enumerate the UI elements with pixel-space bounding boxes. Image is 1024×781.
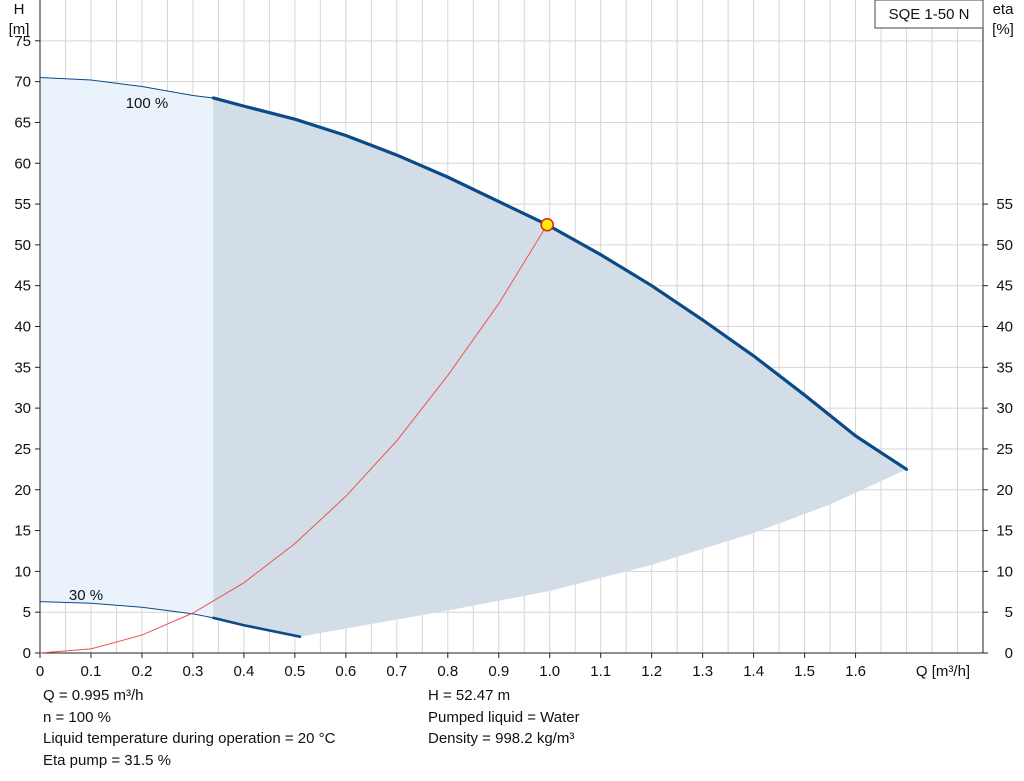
curve-30-percent bbox=[212, 616, 302, 638]
y-right-tick-label: 0 bbox=[1005, 645, 1013, 662]
x-tick-label: 1.1 bbox=[590, 663, 611, 680]
y-right-tick-label: 35 bbox=[996, 359, 1013, 376]
info-flow: Q = 0.995 m³/h bbox=[43, 687, 144, 704]
title-box bbox=[874, 0, 984, 29]
x-tick-label: 1.6 bbox=[845, 663, 866, 680]
x-tick-label: 1.3 bbox=[692, 663, 713, 680]
info-density: Density = 998.2 kg/m³ bbox=[428, 730, 575, 747]
y-left-tick-label: 50 bbox=[14, 237, 31, 254]
operating-region bbox=[40, 77, 907, 637]
y-left-tick-label: 10 bbox=[14, 563, 31, 580]
x-tick-label: 0.4 bbox=[233, 663, 254, 680]
axes: 0 0.1 0.2 0.3 0.4 0.5 0.6 0.7 0.8 0.9 1.0 1.1 1.2 1.3… bbox=[14, 0, 1013, 680]
pump-performance-chart: 0 0.1 0.2 0.3 0.4 0.5 0.6 0.7 0.8 0.9 1.0 1.1 1.2 1.3… bbox=[9, 0, 1015, 680]
y-left-tick-label: 45 bbox=[14, 278, 31, 295]
x-tick-label: 0.2 bbox=[132, 663, 153, 680]
x-tick-label: 1.4 bbox=[743, 663, 764, 680]
y-left-tick-label: 0 bbox=[23, 645, 31, 662]
y-right-tick-label: 30 bbox=[996, 400, 1013, 417]
curve-100-percent-outside bbox=[39, 77, 214, 99]
x-tick-label: 0.6 bbox=[335, 663, 356, 680]
y-right-tick-label: 15 bbox=[996, 523, 1013, 540]
region-outside-preferred bbox=[40, 77, 214, 618]
info-head: H = 52.47 m bbox=[428, 687, 511, 704]
series-label-100: 100 % bbox=[126, 95, 169, 112]
y-left-tick-label: 30 bbox=[14, 400, 31, 417]
series bbox=[39, 77, 909, 654]
x-tick-label: 1.2 bbox=[641, 663, 662, 680]
info-eta-pump: Eta pump = 31.5 % bbox=[43, 751, 171, 769]
curve-30-percent-outside bbox=[39, 601, 214, 619]
y-right-tick-label: 40 bbox=[996, 319, 1013, 336]
x-tick-label: 0.7 bbox=[386, 663, 407, 680]
y-left-label-line1: H bbox=[14, 1, 25, 18]
y-left-tick-label: 5 bbox=[23, 604, 31, 621]
y-left-label-line2: [m] bbox=[9, 21, 30, 38]
y-right-tick-label: 55 bbox=[996, 196, 1013, 213]
y-left-tick-label: 25 bbox=[14, 441, 31, 458]
y-left-tick-label: 65 bbox=[14, 114, 31, 131]
series-label-30: 30 % bbox=[69, 587, 103, 604]
x-tick-label: 0.3 bbox=[182, 663, 203, 680]
y-left-tick-label: 55 bbox=[14, 196, 31, 213]
y-left-tick-label: 70 bbox=[14, 74, 31, 91]
x-tick-label: 0 bbox=[36, 663, 44, 680]
x-tick-label: 1.0 bbox=[539, 663, 560, 680]
y-left-tick-label: 35 bbox=[14, 359, 31, 376]
y-right-label-line1: eta bbox=[993, 1, 1015, 18]
x-tick-label: 0.9 bbox=[488, 663, 509, 680]
info-right: H = 52.47 m Pumped liquid = Water Densit… bbox=[428, 685, 580, 750]
y-left-tick-label: 15 bbox=[14, 523, 31, 540]
y-right-tick-label: 25 bbox=[996, 441, 1013, 458]
y-right-tick-label: 45 bbox=[996, 278, 1013, 295]
info-left: Q = 0.995 m³/h n = 100 % Liquid temperat… bbox=[43, 685, 335, 771]
y-right-tick-label: 50 bbox=[996, 237, 1013, 254]
x-tick-label: 0.1 bbox=[81, 663, 102, 680]
y-left-tick-label: 60 bbox=[14, 155, 31, 172]
y-right-tick-label: 5 bbox=[1005, 604, 1013, 621]
y-left-tick-label: 20 bbox=[14, 482, 31, 499]
y-right-tick-label: 20 bbox=[996, 482, 1013, 499]
y-left-tick-label: 75 bbox=[14, 33, 31, 50]
y-right-label-line2: [%] bbox=[992, 21, 1014, 38]
y-right-tick-label: 10 bbox=[996, 563, 1013, 580]
info-liquid-temperature: Liquid temperature during operation = 20… bbox=[43, 730, 336, 747]
x-tick-label: 1.5 bbox=[794, 663, 815, 680]
info-speed: n = 100 % bbox=[43, 708, 111, 726]
x-tick-label: 0.5 bbox=[284, 663, 305, 680]
chart-title: SQE 1-50 N bbox=[889, 6, 970, 23]
y-left-tick-label: 40 bbox=[14, 319, 31, 336]
x-axis-label: Q [m³/h] bbox=[916, 663, 970, 680]
region-preferred bbox=[213, 97, 907, 637]
info-pumped-liquid: Pumped liquid = Water bbox=[428, 708, 580, 726]
x-tick-label: 0.8 bbox=[437, 663, 458, 680]
operating-point bbox=[540, 217, 554, 232]
eta-curve bbox=[39, 224, 548, 654]
